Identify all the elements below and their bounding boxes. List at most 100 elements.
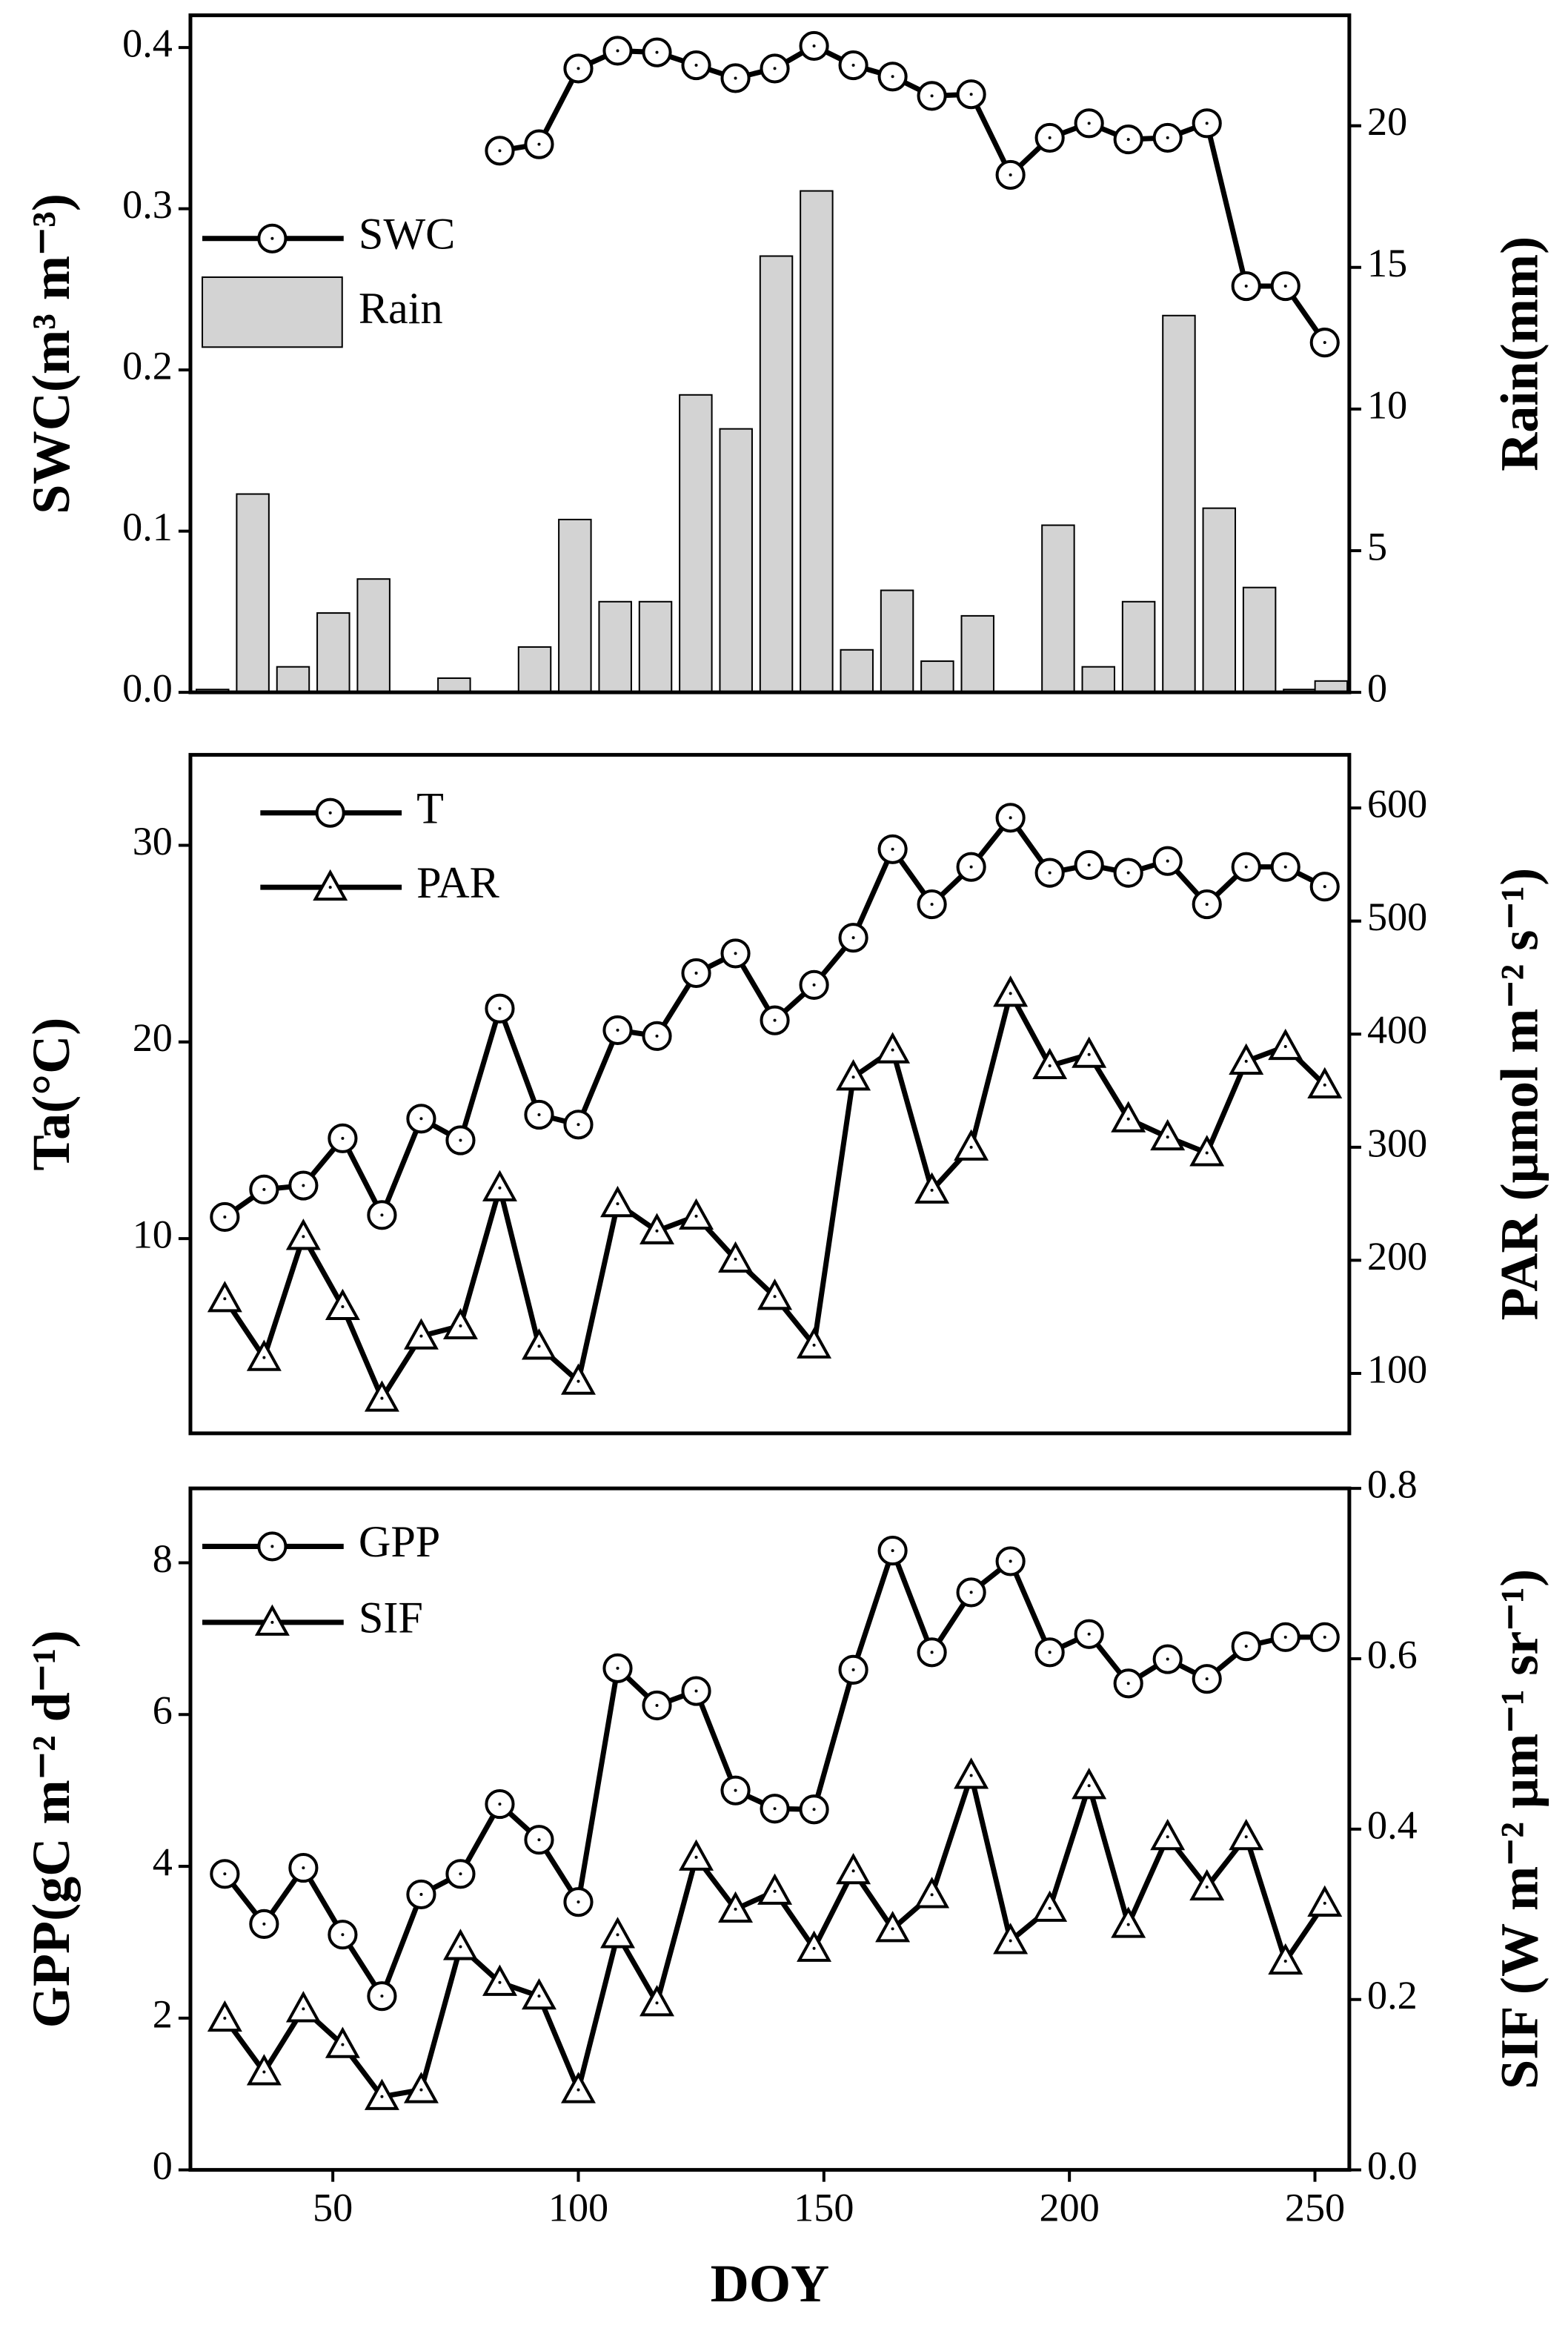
marker-dot: [577, 1379, 580, 1383]
plot-frame: [188, 1486, 1352, 2172]
triangle-marker: [1032, 1047, 1068, 1080]
triangle-marker: [1150, 1819, 1186, 1851]
bar: [719, 428, 753, 694]
y2-tick-label: 0.0: [1367, 2143, 1418, 2188]
marker-dot: [1244, 865, 1248, 869]
marker-dot: [851, 936, 855, 940]
triangle-marker: [914, 1877, 950, 1909]
marker-dot: [1087, 1052, 1091, 1056]
marker-dot: [655, 1229, 659, 1233]
marker-dot: [270, 236, 274, 240]
y2-axis-label: PAR (μmol m⁻² s⁻¹): [1489, 868, 1549, 1321]
marker-dot: [812, 1946, 816, 1950]
marker-dot: [734, 1907, 737, 1911]
legend-label: SWC: [359, 210, 456, 259]
triangle-marker: [718, 1241, 754, 1273]
marker-dot: [1205, 122, 1209, 125]
marker-dot: [1048, 1651, 1052, 1654]
marker-dot: [1283, 1045, 1287, 1049]
marker-dot: [1205, 1677, 1209, 1681]
marker-dot: [694, 971, 698, 975]
triangle-marker: [797, 1327, 832, 1359]
marker-dot: [694, 1855, 698, 1859]
y-tick-label: 0.2: [122, 344, 173, 388]
series-line: [499, 42, 1327, 345]
plot-frame: [188, 13, 1352, 694]
triangle-marker: [1111, 1906, 1146, 1938]
triangle-marker: [757, 1279, 793, 1310]
marker-dot: [419, 1334, 423, 1338]
triangle-marker: [1229, 1043, 1264, 1075]
legend-label: GPP: [359, 1517, 440, 1567]
marker-dot: [498, 1803, 502, 1806]
x-tick-label: 100: [548, 2185, 608, 2229]
triangle-marker: [246, 1339, 282, 1371]
marker-dot: [1205, 903, 1209, 906]
bar: [356, 578, 391, 694]
marker-dot: [341, 2043, 345, 2046]
y2-tick-label: 400: [1367, 1008, 1427, 1052]
y2-tick-label: 5: [1367, 524, 1387, 568]
marker-dot: [969, 1591, 973, 1594]
marker-dot: [537, 142, 541, 146]
marker-dot: [459, 1324, 462, 1327]
triangle-marker: [442, 1307, 478, 1339]
y2-axis-label: Rain(mm): [1489, 236, 1549, 471]
marker-dot: [969, 1145, 973, 1149]
marker-dot: [380, 1396, 384, 1400]
triangle-marker: [1189, 1869, 1225, 1901]
triangle-marker: [640, 1213, 675, 1244]
marker-dot: [930, 1188, 934, 1192]
bar: [1202, 507, 1237, 694]
marker-dot: [498, 1186, 502, 1190]
marker-dot: [1323, 341, 1326, 345]
marker-dot: [1087, 1784, 1091, 1788]
bar: [960, 614, 994, 694]
marker-dot: [1009, 992, 1012, 995]
marker-dot: [616, 1202, 619, 1206]
marker-dot: [1126, 138, 1130, 142]
marker-dot: [302, 1235, 305, 1239]
triangle-marker: [325, 2026, 360, 2058]
marker-dot: [1244, 285, 1248, 288]
marker-dot: [1323, 885, 1326, 889]
marker-dot: [773, 67, 777, 70]
y2-tick-label: 100: [1367, 1347, 1427, 1391]
marker-dot: [1048, 1064, 1052, 1067]
bar: [517, 646, 552, 694]
marker-dot: [1205, 1151, 1209, 1155]
y2-tick-label: 20: [1367, 99, 1407, 144]
y-tick-label: 4: [153, 1840, 173, 1884]
marker-dot: [812, 1343, 816, 1347]
marker-dot: [1323, 1083, 1326, 1087]
marker-dot: [1048, 871, 1052, 875]
marker-dot: [419, 2088, 423, 2092]
marker-dot: [498, 1007, 502, 1010]
marker-dot: [1323, 1901, 1326, 1905]
triangle-marker: [482, 1964, 517, 1996]
marker-dot: [302, 2007, 305, 2011]
marker-dot: [812, 1808, 816, 1811]
marker-dot: [223, 1872, 227, 1876]
triangle-marker: [482, 1170, 517, 1201]
bar: [920, 660, 954, 694]
triangle-marker: [1032, 1890, 1068, 1922]
y2-tick-label: 10: [1367, 382, 1407, 427]
x-tick-label: 150: [794, 2185, 854, 2229]
marker-dot: [498, 1980, 502, 1984]
marker-dot: [851, 1668, 855, 1671]
marker-dot: [537, 1838, 541, 1842]
marker-dot: [577, 1123, 580, 1127]
marker-dot: [773, 1807, 777, 1811]
y-tick-label: 0.1: [122, 505, 173, 549]
marker-dot: [1009, 816, 1012, 820]
marker-dot: [969, 93, 973, 96]
triangle-marker: [325, 1288, 360, 1321]
marker-dot: [930, 1893, 934, 1897]
marker-dot: [891, 1549, 894, 1553]
y-tick-label: 2: [153, 1992, 173, 2036]
marker-dot: [1166, 1657, 1169, 1661]
marker-dot: [930, 903, 934, 906]
marker-dot: [380, 2095, 384, 2098]
marker-dot: [773, 1295, 777, 1299]
